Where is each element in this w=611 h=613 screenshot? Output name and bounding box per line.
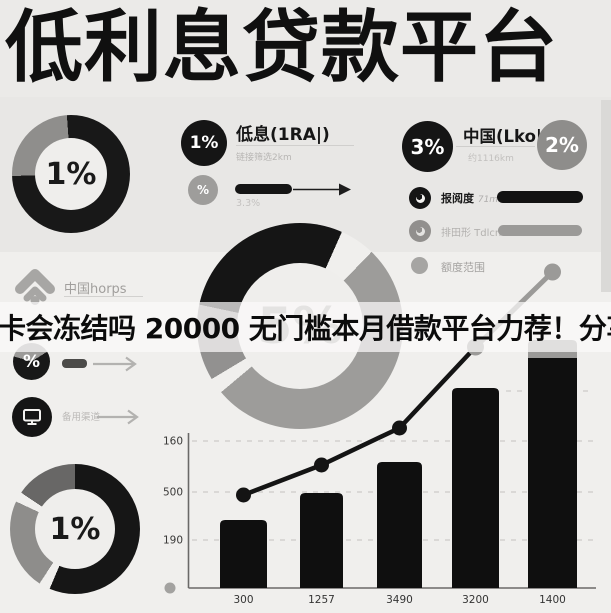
clock-icon <box>409 187 431 209</box>
svg-text:300: 300 <box>233 594 253 606</box>
donut-chart-top-left: 1% <box>12 115 130 233</box>
svg-text:3490: 3490 <box>386 594 413 606</box>
percent-badge-small: % <box>188 175 218 205</box>
crescent-glyph <box>415 193 425 203</box>
arrow-right-icon <box>97 409 139 425</box>
rate-badge-1pct: 1% <box>181 120 227 166</box>
donut-bottom-left-value: 1% <box>35 489 115 569</box>
row-a-bar <box>497 191 583 203</box>
china-title: 中国(Lko|) <box>463 127 550 146</box>
stat-badge-black: 3% <box>402 121 453 172</box>
clock-icon-gray <box>409 220 431 242</box>
rate-note: 3.3% <box>236 198 261 209</box>
low-interest-subtitle: 链接筛选2km <box>236 153 292 163</box>
arrow-right-icon <box>93 356 137 372</box>
page-title: 低利息贷款平台 <box>5 3 559 93</box>
progress-pill <box>235 184 292 194</box>
row-b-label: 排田形 Tdlcn <box>441 228 502 239</box>
divider <box>64 296 143 297</box>
backup-channel-label: 备用渠道 <box>62 412 101 423</box>
svg-text:500: 500 <box>163 487 183 499</box>
header-zone <box>0 0 611 97</box>
low-interest-title: 低息(1RA|) <box>236 125 330 145</box>
crescent-glyph <box>415 226 425 236</box>
bullet-dot-icon <box>411 257 428 274</box>
right-edge-strip <box>601 100 611 292</box>
row-b-bar <box>498 225 582 236</box>
divider <box>456 146 535 147</box>
donut-chart-bottom-left: 1% <box>10 464 140 594</box>
divider <box>236 145 354 146</box>
donut-top-left-value: 1% <box>35 138 107 210</box>
row-a-label: 报阅度 71mm <box>441 192 507 205</box>
svg-text:1257: 1257 <box>308 594 335 606</box>
stat-badge-gray: 2% <box>537 120 587 170</box>
overlay-headline-link[interactable]: 卡会冻结吗 20000 无门槛本月借款平台力荐！分享小额网贷口子2000 <box>0 312 611 345</box>
monitor-icon <box>12 397 52 437</box>
overlay-banner: 卡会冻结吗 20000 无门槛本月借款平台力荐！分享小额网贷口子2000 <box>0 302 611 352</box>
svg-text:3200: 3200 <box>462 594 489 606</box>
arrow-right-icon <box>293 183 351 196</box>
svg-text:160: 160 <box>163 436 183 448</box>
home-brand-label: 中国horps <box>64 282 127 297</box>
svg-text:1400: 1400 <box>539 594 566 606</box>
china-subtitle: 约1116km <box>468 154 514 164</box>
short-bar <box>62 359 87 368</box>
bar-line-chart: 160 500 190 300 1257 3490 3200 1400 <box>163 263 596 606</box>
svg-text:190: 190 <box>163 535 183 547</box>
quota-range-label: 额度范围 <box>441 261 485 274</box>
